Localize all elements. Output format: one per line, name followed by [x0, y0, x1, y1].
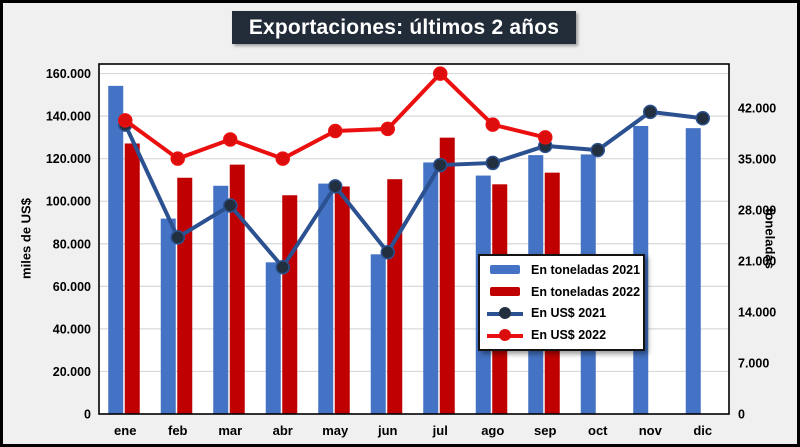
marker-en-us-2021-may — [328, 179, 343, 194]
bar-en-toneladas-2021-jul — [423, 162, 439, 414]
category-label-abr: abr — [273, 423, 293, 438]
right-axis-tick-label: 21.000 — [738, 254, 776, 268]
legend-label: En toneladas 2022 — [531, 284, 641, 299]
category-label-ene: ene — [114, 423, 136, 438]
left-axis-tick-label: 140.000 — [46, 110, 91, 124]
bar-en-toneladas-2021-ene — [108, 85, 124, 414]
legend-item-usd-2021: En US$ 2021 — [486, 303, 637, 323]
marker-en-us-2022-ago — [485, 117, 500, 132]
bar-en-toneladas-2021-abr — [265, 262, 281, 414]
marker-en-us-2022-jul — [433, 66, 448, 81]
bar-en-toneladas-2021-mar — [213, 185, 229, 414]
marker-en-us-2022-sep — [538, 130, 553, 145]
category-label-dic: dic — [693, 423, 712, 438]
plot-border — [98, 63, 730, 415]
right-axis-tick-label: 28.000 — [738, 203, 776, 217]
category-label-nov: nov — [639, 423, 663, 438]
right-axis-tick-label: 7.000 — [738, 356, 769, 370]
left-axis-tick-label: 0 — [84, 408, 91, 422]
legend-item-toneladas-2021: En toneladas 2021 — [486, 260, 641, 280]
bar-en-toneladas-2022-jun — [387, 179, 403, 414]
bar-en-toneladas-2021-feb — [160, 218, 176, 414]
marker-en-us-2022-may — [328, 123, 343, 139]
marker-en-us-2022-feb — [170, 151, 185, 166]
category-label-mar: mar — [218, 423, 242, 438]
bar-en-toneladas-2022-mar — [229, 164, 245, 414]
legend-label: En toneladas 2021 — [531, 262, 641, 277]
marker-en-us-2021-jul — [433, 157, 448, 173]
bar-en-toneladas-2022-jul — [439, 137, 455, 415]
left-axis-tick-label: 40.000 — [53, 322, 91, 336]
bar-en-toneladas-2021-jun — [370, 254, 386, 414]
legend-label: En US$ 2021 — [531, 306, 607, 321]
left-axis-tick-label: 100.000 — [46, 195, 91, 209]
bar-en-toneladas-2021-may — [318, 183, 334, 414]
legend: En toneladas 2021 En toneladas 2022 En U… — [478, 254, 645, 351]
plot-background — [99, 64, 729, 414]
marker-en-us-2022-mar — [223, 132, 238, 147]
marker-en-us-2022-ene — [118, 113, 133, 128]
right-axis-tick-label: 42.000 — [738, 101, 776, 115]
left-axis-tick-label: 160.000 — [46, 67, 91, 81]
right-axis-tick-label: 0 — [738, 408, 745, 422]
marker-en-us-2021-nov — [643, 104, 658, 120]
category-label-may: may — [322, 423, 349, 438]
bar-en-toneladas-2022-feb — [177, 177, 193, 414]
bar-en-toneladas-2022-may — [334, 186, 350, 414]
bar-en-toneladas-2022-ene — [124, 143, 140, 414]
left-axis-tick-label: 60.000 — [53, 280, 91, 294]
bar-swatch-red-icon — [486, 287, 524, 297]
marker-en-us-2021-ago — [485, 155, 500, 171]
marker-en-us-2022-abr — [275, 151, 290, 166]
marker-en-us-2021-oct — [590, 142, 605, 158]
category-label-ago: ago — [481, 423, 504, 438]
legend-label: En US$ 2022 — [531, 328, 607, 343]
marker-en-us-2021-feb — [170, 230, 185, 245]
chart-title: Exportaciones: últimos 2 años — [232, 11, 576, 44]
category-label-feb: feb — [168, 423, 188, 438]
category-label-jun: jun — [377, 423, 398, 438]
plot-area: 0 20.000 40.000 60.000 80.000 100.000 120.000 1… — [46, 63, 776, 438]
marker-en-us-2021-dic — [695, 111, 710, 126]
left-axis-tick-label: 80.000 — [53, 237, 91, 251]
marker-en-us-2021-mar — [223, 198, 238, 213]
category-label-oct: oct — [588, 423, 608, 438]
legend-item-toneladas-2022: En toneladas 2022 — [486, 282, 641, 302]
line-en-us-2021 — [123, 109, 703, 270]
legend-item-usd-2022: En US$ 2022 — [486, 325, 637, 345]
bar-swatch-blue-icon — [486, 265, 524, 275]
category-label-jul: jul — [432, 423, 448, 438]
line-marker-swatch-navy-icon — [486, 307, 524, 320]
marker-en-us-2021-jun — [380, 245, 395, 260]
right-axis-tick-label: 35.000 — [738, 152, 776, 166]
bar-en-toneladas-2022-abr — [282, 195, 298, 414]
marker-en-us-2022-jun — [380, 121, 395, 137]
left-axis-tick-label: 120.000 — [46, 152, 91, 166]
marker-en-us-2021-abr — [275, 259, 290, 275]
category-label-sep: sep — [534, 423, 556, 438]
left-axis-tick-label: 20.000 — [53, 365, 91, 379]
bar-en-toneladas-2021-dic — [685, 128, 701, 414]
line-marker-swatch-red-icon — [486, 329, 524, 342]
right-axis-tick-label: 14.000 — [738, 305, 776, 319]
